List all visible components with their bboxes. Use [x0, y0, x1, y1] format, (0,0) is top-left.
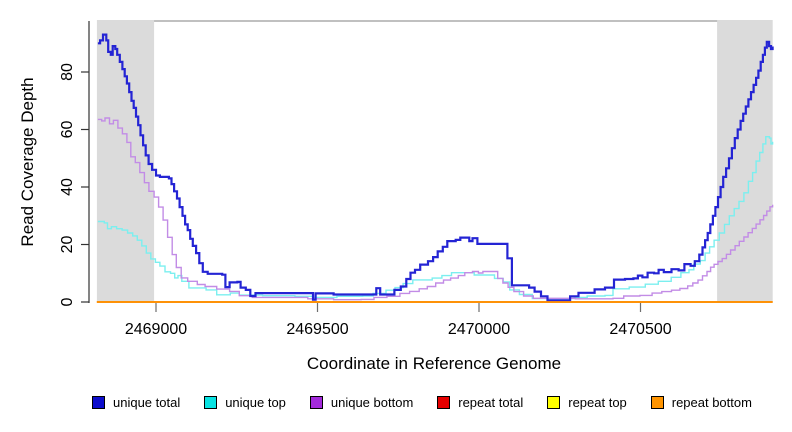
legend-swatch-unique-bottom [309, 396, 323, 409]
legend-swatch-repeat-top [547, 396, 561, 409]
y-tick-label: 80 [59, 63, 76, 81]
legend-item-unique-bottom: unique bottom [309, 395, 414, 410]
x-tick-label: 2469000 [125, 321, 187, 338]
legend-item-unique-top: unique top [204, 395, 286, 410]
series-line-unique-top [97, 136, 774, 300]
legend-label-repeat-total: repeat total [458, 395, 524, 410]
legend-label-unique-bottom: unique bottom [330, 395, 414, 410]
legend-swatch-repeat-total [437, 396, 451, 409]
legend-item-unique-total: unique total [92, 395, 180, 410]
y-tick-label: 20 [59, 236, 76, 254]
x-tick-label: 2470500 [609, 321, 671, 338]
legend-label-repeat-bottom: repeat bottom [671, 395, 752, 410]
y-tick-label: 40 [59, 178, 76, 196]
legend-swatch-unique-top [204, 396, 218, 409]
legend-item-repeat-top: repeat top [547, 395, 627, 410]
series-line-unique-bottom [97, 117, 774, 301]
x-tick-label: 2469500 [286, 321, 348, 338]
legend-label-unique-top: unique top [225, 395, 286, 410]
highlight-region [96, 20, 155, 302]
legend-label-unique-total: unique total [113, 395, 181, 410]
x-axis-title: Coordinate in Reference Genome [307, 354, 561, 373]
legend-swatch-repeat-bottom [650, 396, 664, 409]
y-tick-label: 0 [59, 297, 76, 306]
y-axis-title: Read Coverage Depth [18, 77, 37, 246]
chart-legend: unique total unique top unique bottom repea… [92, 395, 752, 410]
legend-item-repeat-bottom: repeat bottom [650, 395, 752, 410]
coverage-chart: 0 20 40 60 80 2469000 2469500 2470000 2470500 Co… [18, 20, 774, 373]
y-tick-label: 60 [59, 121, 76, 139]
series-line-unique-total [97, 33, 774, 302]
highlight-region [717, 20, 773, 302]
legend-swatch-unique-total [92, 396, 105, 409]
legend-label-repeat-top: repeat top [568, 395, 627, 410]
x-tick-label: 2470000 [448, 321, 510, 338]
legend-item-repeat-total: repeat total [437, 395, 523, 410]
